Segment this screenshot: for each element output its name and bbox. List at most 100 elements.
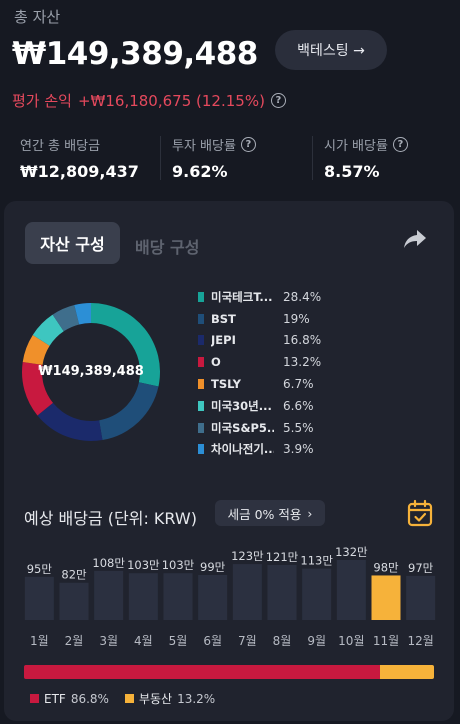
legend-swatch xyxy=(198,400,204,411)
donut-slice xyxy=(32,314,64,346)
legend-item: TSLY 6.7% xyxy=(198,373,448,395)
donut-slice xyxy=(91,303,160,387)
ratio-swatch xyxy=(30,694,39,703)
month-label: 2월 xyxy=(65,634,84,648)
allocation-donut-chart xyxy=(22,303,160,441)
legend-swatch xyxy=(198,291,204,302)
month-label: 9월 xyxy=(307,634,326,648)
legend-item: 미국테크T... 28.4% xyxy=(198,286,448,308)
legend-item: 미국S&P5... 5.5% xyxy=(198,417,448,439)
bar-5[interactable] xyxy=(163,573,193,620)
legend-pct: 3.9% xyxy=(283,442,314,457)
bar-6[interactable] xyxy=(198,575,228,620)
bar-value-label: 95만 xyxy=(27,562,53,576)
legend-pct: 6.7% xyxy=(283,377,314,392)
donut-slice xyxy=(74,303,91,325)
bar-value-label: 99만 xyxy=(200,560,226,574)
stat-label: 연간 총 배당금 xyxy=(20,138,101,154)
profit-loss-label: 평가 손익 xyxy=(12,92,72,110)
help-icon[interactable]: ? xyxy=(270,93,286,108)
tab-dividend-composition[interactable]: 배당 구성 xyxy=(135,238,200,257)
legend-name: O xyxy=(211,355,221,370)
market-yield-stat: 시가 배당률? 8.57% xyxy=(324,134,408,181)
bar-value-label: 103만 xyxy=(162,558,195,572)
bar-4[interactable] xyxy=(128,573,158,620)
month-label: 3월 xyxy=(99,634,118,648)
tax-setting-label: 세금 0% 적용 xyxy=(227,506,302,522)
legend-name: 차이나전기... xyxy=(211,442,274,457)
month-label: 5월 xyxy=(169,634,188,648)
bar-10[interactable] xyxy=(336,560,366,620)
total-assets-value: ₩149,389,488 xyxy=(12,36,258,72)
bar-value-label: 98만 xyxy=(373,560,399,574)
stat-value: ₩12,809,437 xyxy=(20,162,139,181)
allocation-legend: 미국테크T... 28.4% BST 19% JEPI 16.8% O 13.2% TSLY 6.… xyxy=(198,286,448,460)
help-icon[interactable]: ? xyxy=(392,136,408,152)
month-label: 4월 xyxy=(134,634,153,648)
ratio-name: ETF xyxy=(44,691,66,706)
ratio-segment xyxy=(24,665,380,679)
legend-swatch xyxy=(198,422,204,433)
bar-8[interactable] xyxy=(267,565,297,620)
legend-item: 미국30년... 6.6% xyxy=(198,395,448,417)
bar-value-label: 97만 xyxy=(408,561,434,575)
bar-value-label: 82만 xyxy=(61,568,87,582)
bar-9[interactable] xyxy=(302,568,332,620)
stat-value: 8.57% xyxy=(324,162,380,181)
profit-loss-value: +₩16,180,675 (12.15%) xyxy=(77,91,265,110)
tab-asset-composition[interactable]: 자산 구성 xyxy=(25,222,120,264)
month-label: 7월 xyxy=(238,634,257,648)
share-icon[interactable] xyxy=(402,228,428,250)
legend-pct: 28.4% xyxy=(283,289,322,304)
stat-value: 9.62% xyxy=(172,162,228,181)
investment-yield-stat: 투자 배당률? 9.62% xyxy=(172,134,256,181)
legend-name: 미국30년... xyxy=(211,398,272,413)
tax-setting-button[interactable]: 세금 0% 적용 › xyxy=(215,500,325,526)
legend-item: BST 19% xyxy=(198,308,448,330)
chevron-right-icon: › xyxy=(307,505,313,521)
bar-11[interactable] xyxy=(371,575,401,620)
asset-type-ratio-legend: ETF 86.8% 부동산 13.2% xyxy=(30,690,215,707)
portfolio-card xyxy=(4,201,454,721)
legend-item: O 13.2% xyxy=(198,351,448,373)
divider xyxy=(160,136,161,180)
legend-swatch xyxy=(198,335,204,346)
donut-slice xyxy=(37,402,103,441)
legend-name: 미국S&P5... xyxy=(211,420,274,435)
legend-name: TSLY xyxy=(211,377,241,392)
legend-pct: 13.2% xyxy=(283,355,322,370)
divider xyxy=(312,136,313,180)
month-label: 6월 xyxy=(203,634,222,648)
stat-label: 투자 배당률 xyxy=(172,138,236,154)
donut-slice xyxy=(22,334,50,365)
legend-swatch xyxy=(198,313,204,324)
ratio-pct: 86.8% xyxy=(70,691,109,706)
annual-dividend-stat: 연간 총 배당금 ₩12,809,437 xyxy=(20,134,139,182)
calendar-icon[interactable] xyxy=(407,499,433,527)
ratio-pct: 13.2% xyxy=(177,691,216,706)
ratio-swatch xyxy=(124,694,134,703)
ratio-legend-item: ETF 86.8% xyxy=(30,692,109,706)
bar-value-label: 103만 xyxy=(127,558,160,572)
bar-3[interactable] xyxy=(94,570,124,620)
legend-swatch xyxy=(198,444,204,455)
month-axis-labels: 1월 2월 3월 4월 5월 6월 7월 8월 9월 10월 11월 12월 xyxy=(30,634,434,648)
month-label: 1월 xyxy=(30,634,49,648)
legend-swatch xyxy=(198,357,204,368)
bar-7[interactable] xyxy=(232,564,262,620)
bar-2[interactable] xyxy=(59,582,89,620)
total-assets-label: 총 자산 xyxy=(14,8,61,26)
legend-swatch xyxy=(198,379,204,390)
bar-1[interactable] xyxy=(24,576,54,620)
bar-12[interactable] xyxy=(406,575,436,620)
bar-value-label: 113만 xyxy=(300,554,333,568)
help-icon[interactable]: ? xyxy=(240,136,256,152)
legend-name: 미국테크T... xyxy=(211,289,273,304)
backtest-button[interactable]: 백테스팅 → xyxy=(275,30,387,70)
legend-item: 차이나전기... 3.9% xyxy=(198,439,448,461)
dividend-section-title: 예상 배당금 (단위: KRW) xyxy=(24,509,197,528)
ratio-segment xyxy=(379,665,434,679)
legend-pct: 6.6% xyxy=(283,398,314,413)
donut-slice xyxy=(99,382,159,441)
